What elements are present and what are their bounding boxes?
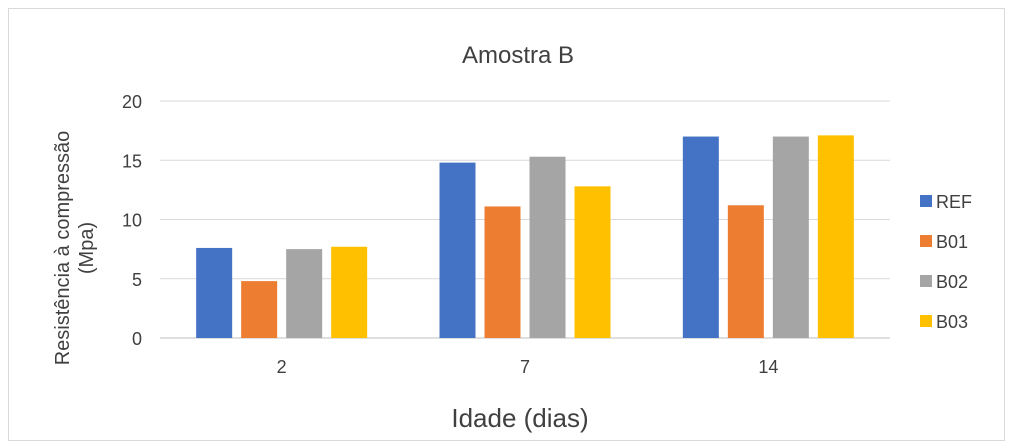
x-axis-ticks: 2 7 14 — [277, 357, 779, 377]
bar-ref-2 — [196, 247, 233, 338]
legend-label-ref: REF — [936, 192, 972, 212]
bar-b03-14 — [817, 135, 854, 338]
y-tick-label: 20 — [122, 92, 142, 112]
x-tick-label: 14 — [758, 357, 778, 377]
y-axis-label-line2: (Mpa) — [76, 222, 98, 274]
y-tick-label: 10 — [122, 211, 142, 231]
bar-b01-2 — [241, 281, 278, 338]
gridlines — [160, 100, 890, 339]
bar-b03-2 — [331, 246, 368, 338]
legend-swatch-b02 — [920, 275, 932, 287]
y-tick-label: 5 — [132, 270, 142, 290]
chart-title: Amostra B — [462, 42, 574, 69]
bar-ref-7 — [439, 162, 476, 338]
y-tick-label: 0 — [132, 329, 142, 349]
bar-b02-2 — [286, 249, 323, 338]
legend-label-b02: B02 — [936, 272, 968, 292]
bar-b02-7 — [529, 156, 566, 338]
bar-b03-7 — [574, 186, 611, 338]
x-tick-label: 2 — [277, 357, 287, 377]
x-axis-label: Idade (dias) — [451, 403, 588, 433]
legend-label-b01: B01 — [936, 232, 968, 252]
y-axis-label-line1: Resistência à compressão — [52, 131, 74, 366]
legend-swatch-b03 — [920, 315, 932, 327]
bar-ref-14 — [682, 136, 719, 338]
bars — [196, 135, 854, 338]
bar-b02-14 — [772, 136, 809, 338]
x-tick-label: 7 — [520, 357, 530, 377]
y-tick-label: 15 — [122, 151, 142, 171]
legend: REF B01 B02 B03 — [920, 192, 972, 332]
legend-label-b03: B03 — [936, 312, 968, 332]
bar-b01-7 — [484, 206, 521, 338]
legend-swatch-ref — [920, 195, 932, 207]
bar-b01-14 — [727, 205, 764, 338]
legend-swatch-b01 — [920, 235, 932, 247]
y-axis-ticks: 0 5 10 15 20 — [122, 92, 142, 349]
